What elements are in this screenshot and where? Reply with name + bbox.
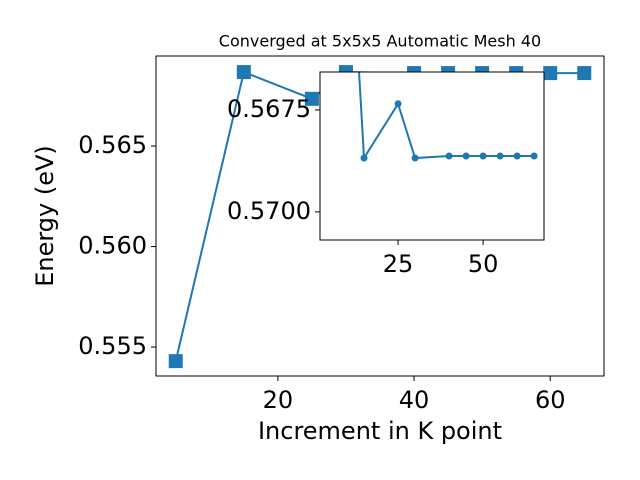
marker [304, 91, 319, 106]
y-tick-label: 0.555 [78, 332, 147, 360]
marker [496, 152, 504, 160]
marker [411, 154, 419, 162]
marker [360, 154, 368, 162]
axes: 25 50 0.5675 0.5700 [227, 71, 545, 278]
y-tick-label: 0.560 [78, 232, 147, 260]
marker [530, 152, 538, 160]
x-tick-label: 20 [263, 386, 294, 414]
marker [236, 65, 251, 80]
y-tick-label: 0.5700 [227, 197, 311, 225]
series-line [358, 72, 535, 162]
marker [445, 152, 453, 160]
axes-frame [319, 71, 545, 241]
chart-title: Converged at 5x5x5 Automatic Mesh 40 [219, 32, 541, 51]
x-tick-label: 60 [535, 386, 566, 414]
x-axis-label: Increment in K point [258, 417, 502, 445]
y-tick-label: 0.5675 [227, 95, 311, 123]
x-tick-label: 40 [399, 386, 430, 414]
axes-frame [155, 55, 605, 377]
x-tick-label: 50 [468, 250, 499, 278]
marker [513, 152, 521, 160]
marker [577, 66, 592, 81]
x-tick-label: 25 [383, 250, 414, 278]
plot [358, 72, 538, 162]
marker [168, 354, 183, 369]
marker [462, 152, 470, 160]
marker [543, 66, 558, 81]
marker [479, 152, 487, 160]
y-tick-label: 0.565 [78, 131, 147, 159]
y-axis-label: Energy (eV) [31, 145, 59, 287]
marker [394, 100, 402, 108]
